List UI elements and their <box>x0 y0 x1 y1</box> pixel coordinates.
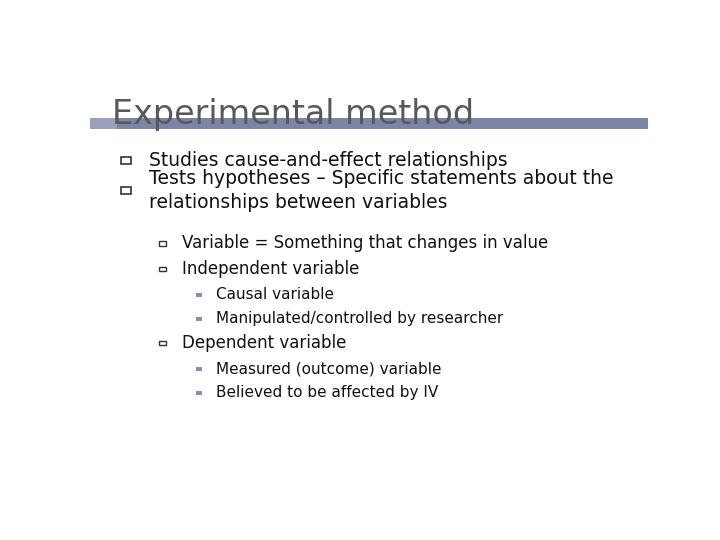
Text: Manipulated/controlled by researcher: Manipulated/controlled by researcher <box>215 312 503 326</box>
FancyBboxPatch shape <box>196 391 202 395</box>
FancyBboxPatch shape <box>196 293 202 296</box>
FancyBboxPatch shape <box>121 187 131 193</box>
Text: Independent variable: Independent variable <box>182 260 359 278</box>
FancyBboxPatch shape <box>159 241 166 246</box>
Text: Variable = Something that changes in value: Variable = Something that changes in val… <box>182 234 549 252</box>
Text: Causal variable: Causal variable <box>215 287 333 302</box>
FancyBboxPatch shape <box>159 267 166 271</box>
Text: Experimental method: Experimental method <box>112 98 474 131</box>
Text: Dependent variable: Dependent variable <box>182 334 346 352</box>
Text: Measured (outcome) variable: Measured (outcome) variable <box>215 361 441 376</box>
FancyBboxPatch shape <box>121 157 131 164</box>
FancyBboxPatch shape <box>90 118 117 129</box>
Text: Studies cause-and-effect relationships: Studies cause-and-effect relationships <box>148 151 507 170</box>
FancyBboxPatch shape <box>117 118 648 129</box>
FancyBboxPatch shape <box>196 317 202 321</box>
Text: Tests hypotheses – Specific statements about the
relationships between variables: Tests hypotheses – Specific statements a… <box>148 168 613 212</box>
Text: Believed to be affected by IV: Believed to be affected by IV <box>215 386 438 400</box>
FancyBboxPatch shape <box>196 367 202 370</box>
FancyBboxPatch shape <box>159 341 166 345</box>
